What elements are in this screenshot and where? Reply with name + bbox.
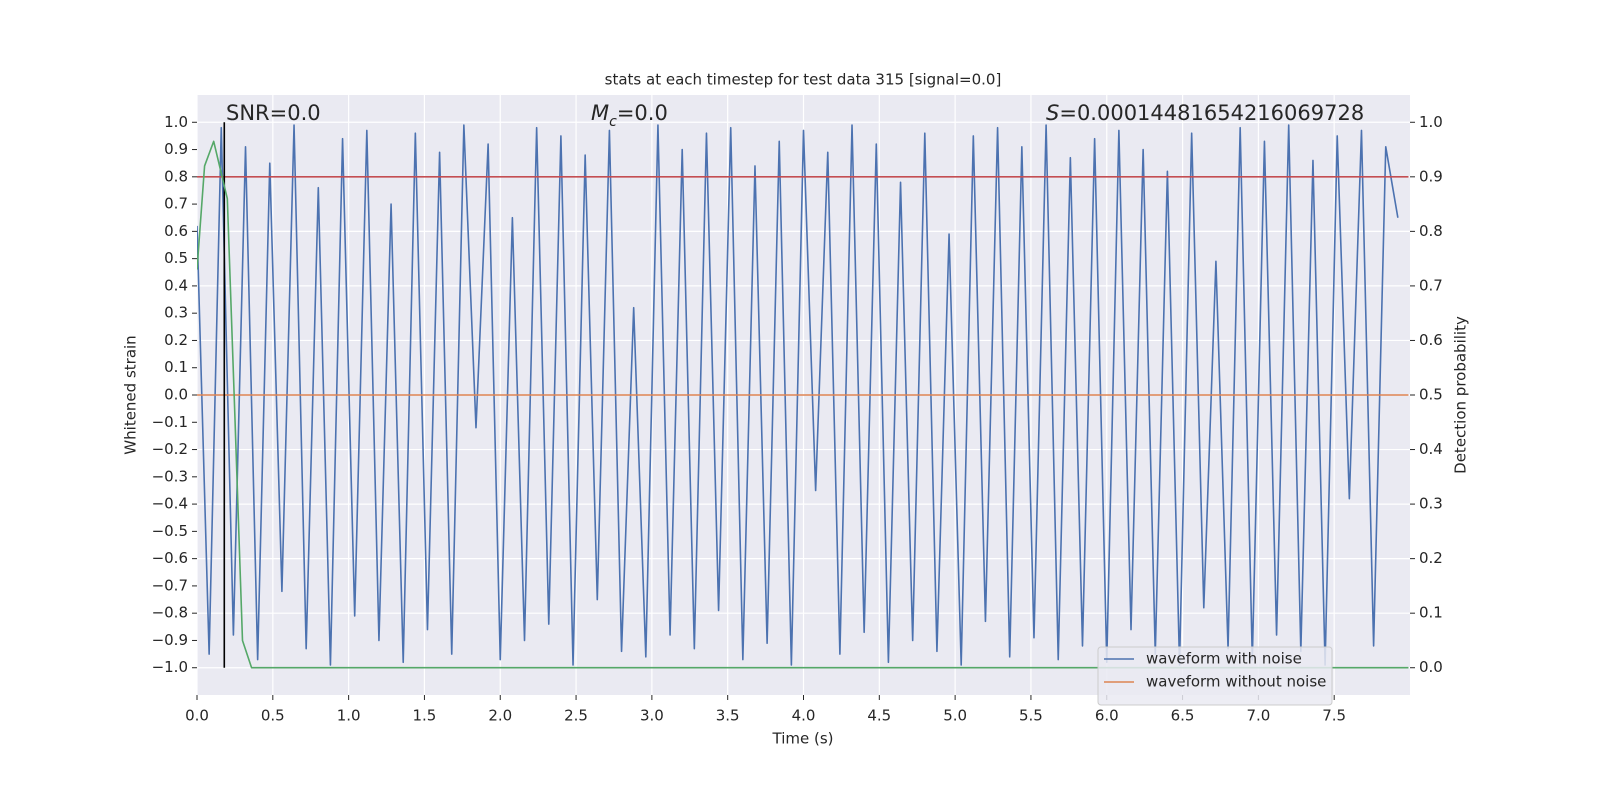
y2-tick-label: 0.6 bbox=[1419, 331, 1443, 349]
series-layer bbox=[197, 122, 1409, 669]
legend-label: waveform with noise bbox=[1146, 650, 1302, 668]
x-tick-label: 4.5 bbox=[867, 707, 891, 725]
x-tick-label: 7.5 bbox=[1322, 707, 1346, 725]
x-tick-label: 7.0 bbox=[1246, 707, 1270, 725]
y-tick-label: 0.9 bbox=[164, 140, 188, 158]
annotation-text: =0.0 bbox=[617, 101, 668, 125]
x-tick-label: 3.5 bbox=[716, 707, 740, 725]
y2-tick-label: 0.7 bbox=[1419, 276, 1443, 294]
x-tick-label: 0.5 bbox=[261, 707, 285, 725]
y-tick-label: −0.2 bbox=[152, 440, 188, 458]
y-tick-label: −0.6 bbox=[152, 549, 188, 567]
y-tick-label: −0.4 bbox=[152, 495, 188, 513]
y2-tick-label: 0.3 bbox=[1419, 495, 1443, 513]
x-tick-label: 6.0 bbox=[1095, 707, 1119, 725]
y2-tick-label: 0.9 bbox=[1419, 167, 1443, 185]
annotation-symbol: M bbox=[591, 101, 609, 125]
y-tick-label: 0.3 bbox=[164, 304, 188, 322]
y2-tick-label: 0.8 bbox=[1419, 222, 1443, 240]
x-tick-label: 4.0 bbox=[792, 707, 816, 725]
legend: waveform with noise waveform without nois… bbox=[1097, 646, 1333, 706]
axes: 0.0 0.5 1.0 1.5 2.0 2.5 3.0 3.5 4.0 4.5 5.0 5.5 6.0 6… bbox=[152, 113, 1443, 725]
y2-tick-label: 0.0 bbox=[1419, 658, 1443, 676]
x-tick-label: 5.0 bbox=[943, 707, 967, 725]
annotation-s: S=0.00014481654216069728 bbox=[1046, 101, 1364, 125]
annotation-symbol: S bbox=[1046, 101, 1059, 125]
y-tick-label: −0.8 bbox=[152, 604, 188, 622]
y-tick-label: 0.8 bbox=[164, 167, 188, 185]
x-tick-label: 0.0 bbox=[185, 707, 209, 725]
x-tick-label: 1.0 bbox=[337, 707, 361, 725]
x-tick-label: 6.5 bbox=[1171, 707, 1195, 725]
y-tick-label: −0.5 bbox=[152, 522, 188, 540]
y2-tick-label: 0.4 bbox=[1419, 440, 1443, 458]
y-tick-label: 0.5 bbox=[164, 249, 188, 267]
y-tick-label: −0.7 bbox=[152, 576, 188, 594]
x-tick-label: 5.5 bbox=[1019, 707, 1043, 725]
x-tick-label: 2.0 bbox=[488, 707, 512, 725]
y-tick-label: −0.3 bbox=[152, 467, 188, 485]
y2-tick-label: 0.2 bbox=[1419, 549, 1443, 567]
y-axis-label: Whitened strain bbox=[122, 335, 140, 454]
x-tick-label: 3.0 bbox=[640, 707, 664, 725]
y-tick-label: 0.2 bbox=[164, 331, 188, 349]
annotation-snr: SNR=0.0 bbox=[226, 101, 321, 125]
y2-tick-label: 1.0 bbox=[1419, 113, 1443, 131]
y-tick-label: 0.7 bbox=[164, 195, 188, 213]
y2-axis-label: Detection probability bbox=[1452, 316, 1470, 474]
y-tick-label: 0.4 bbox=[164, 276, 188, 294]
legend-box bbox=[1097, 646, 1333, 706]
y2-tick-label: 0.5 bbox=[1419, 386, 1443, 404]
y-tick-label: 0.6 bbox=[164, 222, 188, 240]
annotation-text: =0.00014481654216069728 bbox=[1059, 101, 1364, 125]
y-tick-label: 0.1 bbox=[164, 358, 188, 376]
annotation-mc: Mc=0.0 bbox=[591, 101, 668, 130]
legend-label: waveform without noise bbox=[1146, 673, 1326, 691]
x-tick-label: 1.5 bbox=[413, 707, 437, 725]
y-tick-label: −0.1 bbox=[152, 413, 188, 431]
annotation-subscript: c bbox=[609, 114, 617, 130]
chart-title: stats at each timestep for test data 315… bbox=[605, 71, 1002, 89]
y-tick-label: 1.0 bbox=[164, 113, 188, 131]
y-tick-label: 0.0 bbox=[164, 386, 188, 404]
x-axis-label: Time (s) bbox=[772, 730, 834, 748]
series-line bbox=[197, 140, 1409, 669]
series-line bbox=[197, 124, 1399, 666]
y-tick-label: −1.0 bbox=[152, 658, 188, 676]
y-tick-label: −0.9 bbox=[152, 631, 188, 649]
y2-tick-label: 0.1 bbox=[1419, 604, 1443, 622]
x-tick-label: 2.5 bbox=[564, 707, 588, 725]
